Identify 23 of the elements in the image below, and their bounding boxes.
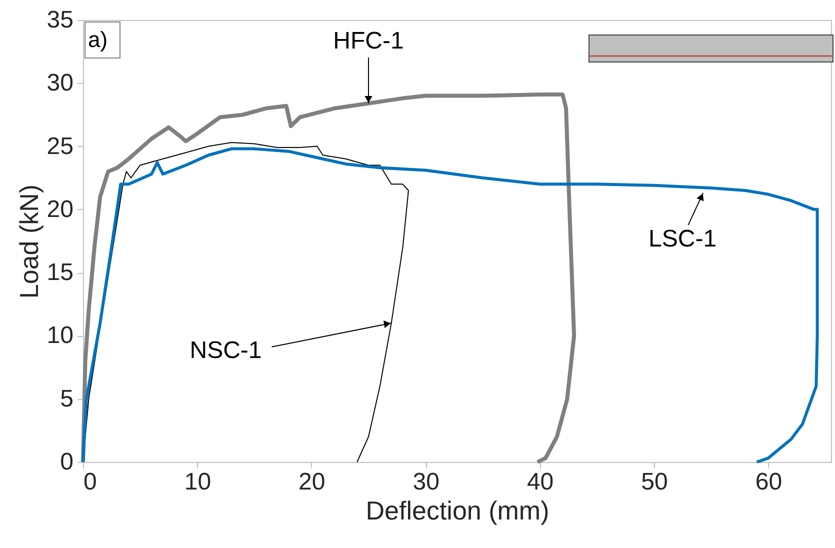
- y-axis-title: Load (kN): [14, 184, 44, 299]
- y-tick-label: 35: [46, 6, 74, 34]
- annotation: a): [88, 27, 108, 52]
- x-tick-label: 60: [755, 468, 782, 496]
- y-tick-label: 30: [46, 70, 74, 97]
- x-tick-label: 0: [84, 468, 97, 496]
- y-tick-label: 15: [46, 259, 74, 286]
- x-tick-label: 10: [184, 468, 212, 496]
- x-tick-label: 30: [412, 468, 440, 496]
- y-tick-label: 20: [46, 196, 74, 223]
- x-tick-label: 40: [526, 468, 554, 496]
- x-tick-label: 20: [298, 468, 326, 496]
- x-tick-label: 50: [641, 468, 668, 496]
- legend-label: NSC-1: [190, 336, 262, 364]
- y-tick-label: 0: [60, 448, 74, 476]
- series-label: HFC-1: [333, 27, 404, 54]
- y-tick-label: 5: [60, 385, 74, 412]
- series-label: LSC-1: [648, 226, 717, 253]
- x-axis-title: Deflection (mm): [366, 496, 550, 526]
- y-tick-label: 10: [46, 322, 74, 350]
- y-tick-label: 25: [46, 132, 74, 160]
- line-series: [81, 92, 576, 464]
- line-series: [82, 147, 819, 464]
